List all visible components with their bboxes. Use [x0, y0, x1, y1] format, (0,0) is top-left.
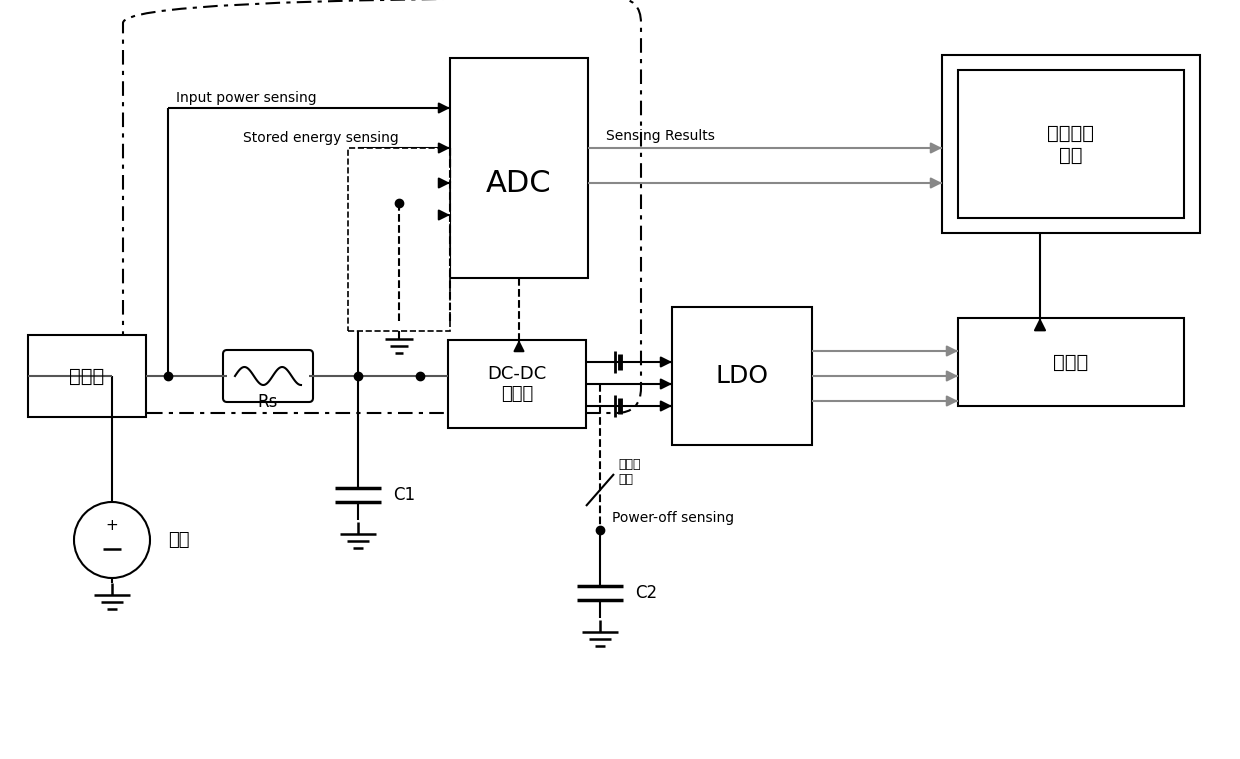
Text: DC-DC
转换器: DC-DC 转换器 — [487, 364, 547, 403]
Text: 处理器: 处理器 — [1053, 352, 1089, 371]
FancyBboxPatch shape — [223, 350, 312, 402]
Bar — [942, 55, 1200, 233]
Text: Stored energy sensing: Stored energy sensing — [243, 131, 399, 145]
Text: 电荷断
路器: 电荷断 路器 — [618, 458, 641, 486]
Text: C1: C1 — [393, 486, 415, 504]
Bar — [29, 335, 146, 417]
Bar — [348, 148, 450, 331]
Bar — [672, 307, 812, 445]
Text: ADC: ADC — [486, 168, 552, 197]
Bar — [448, 340, 587, 428]
Text: LDO: LDO — [715, 364, 769, 388]
Bar — [959, 70, 1184, 218]
Text: Input power sensing: Input power sensing — [176, 91, 316, 105]
Text: Sensing Results: Sensing Results — [606, 129, 715, 143]
Text: 神经网络
模块: 神经网络 模块 — [1048, 124, 1095, 165]
Text: +: + — [105, 518, 118, 534]
Bar — [959, 318, 1184, 406]
Text: Power-off sensing: Power-off sensing — [613, 511, 734, 525]
Text: 电源: 电源 — [167, 531, 190, 549]
Text: C2: C2 — [635, 584, 657, 602]
Text: 充电器: 充电器 — [69, 367, 104, 386]
Bar — [450, 58, 588, 278]
Text: Rs: Rs — [258, 393, 278, 411]
